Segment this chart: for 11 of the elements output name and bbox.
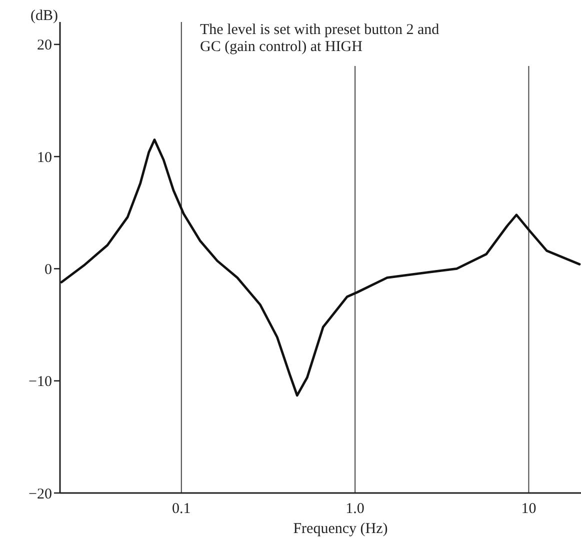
- annotation: The level is set with preset button 2 and GC (gain control) at HIGH: [200, 22, 440, 55]
- y-tick-label: −10: [28, 374, 52, 390]
- y-tick-label: 10: [37, 150, 52, 166]
- y-axis-title: (dB): [30, 8, 58, 24]
- y-tick-label: 0: [44, 262, 52, 278]
- x-tick-label: 10: [521, 501, 536, 517]
- x-axis-title: Frequency (Hz): [293, 521, 388, 537]
- x-tick-label: 0.1: [172, 501, 191, 517]
- y-tick-label: −20: [28, 486, 52, 502]
- y-tick-label: 20: [37, 38, 52, 54]
- x-tick-label: 1.0: [346, 501, 364, 517]
